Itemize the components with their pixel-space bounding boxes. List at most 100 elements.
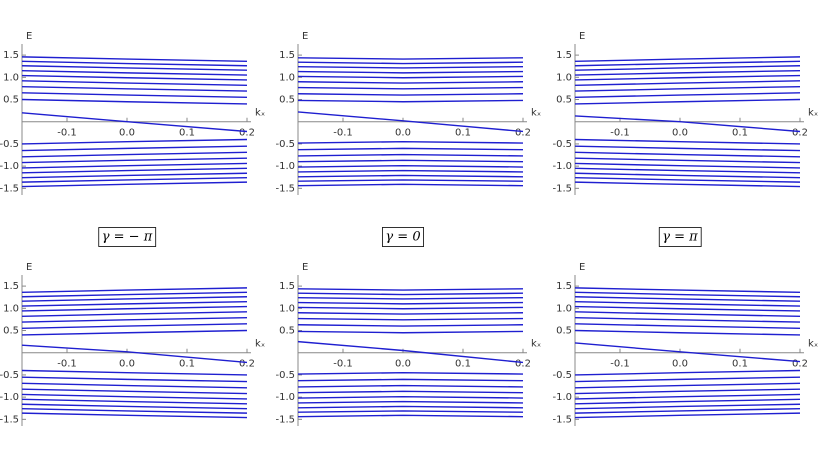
energy-band (297, 292, 524, 296)
y-tick-label: 1.0 (279, 303, 295, 314)
energy-band (21, 56, 248, 63)
energy-band (574, 398, 801, 405)
energy-band (297, 70, 524, 74)
energy-band (297, 312, 524, 315)
x-tick-label: -0.1 (610, 359, 630, 370)
energy-band (21, 403, 248, 410)
energy-band (574, 291, 801, 298)
x-tick-label: 0.0 (119, 359, 135, 370)
y-axis-label: E (579, 31, 585, 42)
x-tick-label: 0.0 (672, 359, 688, 370)
energy-band (574, 296, 801, 302)
y-tick-label: -1.5 (0, 414, 19, 425)
caption: γ = π (662, 230, 698, 245)
energy-band (574, 382, 801, 389)
energy-band (297, 81, 524, 84)
energy-band (297, 390, 524, 394)
energy-band (574, 300, 801, 307)
energy-band (574, 92, 801, 98)
energy-band (21, 287, 248, 294)
x-tick-label: -0.1 (333, 359, 353, 370)
x-axis-label: kₓ (255, 339, 265, 350)
y-tick-label: 1.5 (3, 281, 19, 292)
energy-band (297, 99, 524, 103)
energy-band (574, 342, 801, 363)
y-tick-label: -1.5 (275, 414, 295, 425)
energy-band (574, 376, 801, 383)
x-tick-label: 0.2 (515, 359, 531, 370)
energy-band (21, 162, 248, 169)
energy-band (21, 69, 248, 76)
y-tick-label: -1.0 (0, 161, 19, 172)
energy-band (297, 340, 524, 364)
energy-band (574, 388, 801, 395)
energy-band (297, 301, 524, 305)
y-tick-label: 1.0 (556, 72, 572, 83)
x-tick-label: 0.1 (732, 359, 748, 370)
energy-band (297, 372, 524, 375)
x-tick-label: 0.2 (792, 359, 808, 370)
energy-band (297, 324, 524, 327)
energy-band (21, 176, 248, 183)
energy-band (297, 111, 524, 133)
y-tick-label: 0.5 (3, 95, 19, 106)
energy-band (574, 305, 801, 312)
energy-band (21, 329, 248, 336)
energy-band (297, 384, 524, 388)
energy-band (21, 323, 248, 329)
energy-band (574, 60, 801, 67)
x-tick-label: -0.1 (57, 128, 77, 139)
energy-band (21, 167, 248, 174)
energy-band (297, 378, 524, 382)
energy-band (21, 311, 248, 317)
energy-band (574, 56, 801, 63)
energy-band (574, 65, 801, 71)
y-axis-label: E (579, 262, 585, 273)
x-tick-label: -0.1 (333, 128, 353, 139)
energy-band (297, 296, 524, 300)
energy-band (574, 138, 801, 145)
energy-band (21, 393, 248, 400)
y-axis-label: E (302, 262, 308, 273)
energy-band (297, 147, 524, 151)
energy-band (21, 65, 248, 71)
y-tick-label: -1.5 (552, 414, 572, 425)
energy-band (574, 80, 801, 86)
energy-band (574, 369, 801, 376)
y-tick-label: 1.5 (556, 50, 572, 61)
energy-band (574, 162, 801, 169)
x-tick-label: 0.0 (119, 128, 135, 139)
caption: γ = 0 (385, 230, 420, 245)
y-tick-label: 1.0 (279, 72, 295, 83)
y-tick-label: 1.5 (279, 281, 295, 292)
y-tick-label: 1.0 (3, 72, 19, 83)
energy-band (574, 69, 801, 76)
energy-band (297, 159, 524, 163)
y-tick-label: -1.0 (0, 392, 19, 403)
energy-band (297, 179, 524, 182)
x-tick-label: 0.1 (455, 128, 471, 139)
energy-band (297, 93, 524, 96)
energy-band (574, 287, 801, 294)
energy-band (297, 75, 524, 79)
x-tick-label: -0.1 (57, 359, 77, 370)
y-tick-label: -1.5 (552, 183, 572, 194)
y-tick-label: 1.5 (279, 50, 295, 61)
y-tick-label: -1.0 (552, 392, 572, 403)
energy-band (21, 398, 248, 405)
x-tick-label: 0.1 (455, 359, 471, 370)
y-tick-label: 0.5 (556, 95, 572, 106)
energy-band (574, 316, 801, 323)
energy-band (574, 407, 801, 414)
y-tick-label: -1.5 (0, 183, 19, 194)
energy-band (21, 388, 248, 395)
energy-band (21, 316, 248, 323)
caption-box (658, 227, 702, 247)
y-tick-label: 0.5 (3, 326, 19, 337)
energy-band (21, 112, 248, 133)
y-tick-label: 1.0 (3, 303, 19, 314)
energy-band (297, 164, 524, 168)
energy-band (297, 288, 524, 291)
energy-band (297, 410, 524, 413)
y-tick-label: -1.0 (275, 392, 295, 403)
